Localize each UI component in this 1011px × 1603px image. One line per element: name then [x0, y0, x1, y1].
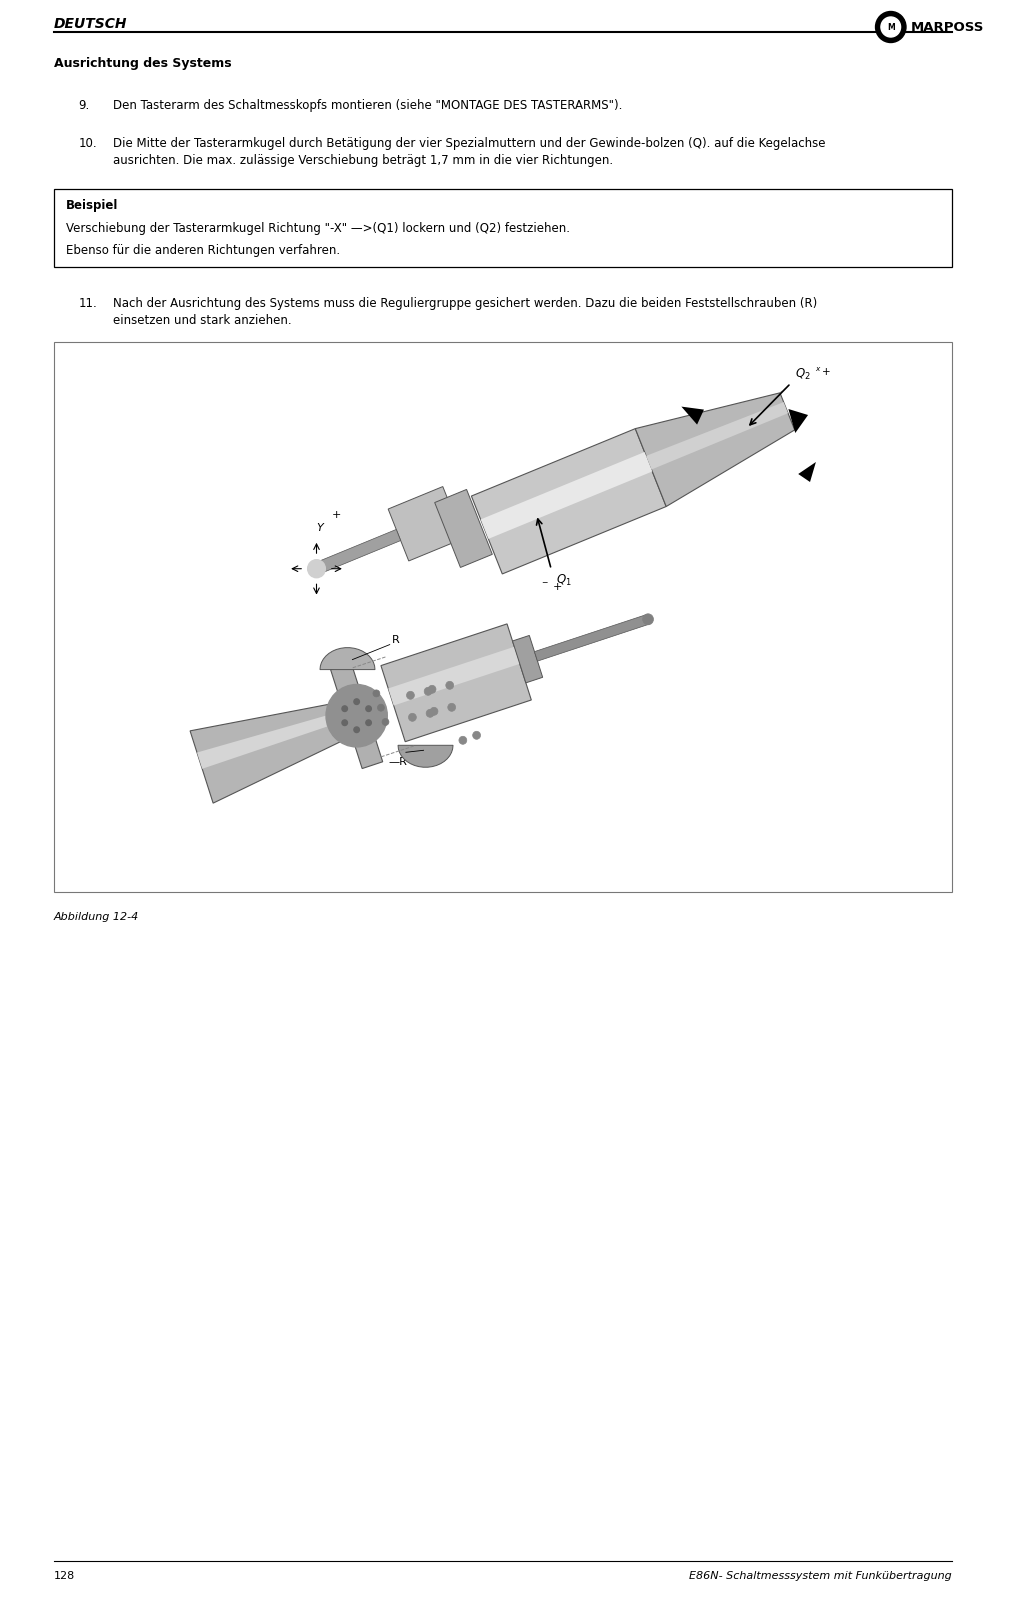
Circle shape	[459, 736, 467, 744]
Text: Den Tasterarm des Schaltmesskopfs montieren (siehe "MONTAGE DES TASTERARMS").: Den Tasterarm des Schaltmesskopfs montie…	[113, 99, 623, 112]
Circle shape	[326, 684, 387, 747]
Text: M: M	[887, 22, 895, 32]
Text: +: +	[332, 510, 342, 521]
Polygon shape	[314, 529, 400, 574]
Polygon shape	[381, 624, 532, 742]
Text: Nach der Ausrichtung des Systems muss die Reguliergruppe gesichert werden. Dazu : Nach der Ausrichtung des Systems muss di…	[113, 297, 817, 327]
Polygon shape	[789, 409, 808, 433]
Polygon shape	[190, 702, 352, 803]
Text: $^x+$: $^x+$	[816, 365, 832, 378]
Polygon shape	[388, 487, 463, 561]
FancyBboxPatch shape	[54, 189, 951, 268]
Text: $Q_1$: $Q_1$	[556, 572, 572, 588]
Polygon shape	[646, 402, 788, 470]
Polygon shape	[388, 646, 520, 705]
Text: $Q_2$: $Q_2$	[795, 367, 811, 382]
Circle shape	[425, 688, 432, 696]
Text: Ausrichtung des Systems: Ausrichtung des Systems	[54, 58, 232, 71]
Polygon shape	[197, 710, 347, 769]
Polygon shape	[435, 489, 492, 567]
Text: Verschiebung der Tasterarmkugel Richtung "-X" —>(Q1) lockern und (Q2) festziehen: Verschiebung der Tasterarmkugel Richtung…	[66, 221, 570, 236]
Polygon shape	[513, 635, 543, 683]
Polygon shape	[331, 664, 383, 768]
Text: Y: Y	[316, 523, 324, 534]
Text: $^-+$: $^-+$	[540, 582, 562, 593]
Text: Abbildung 12-4: Abbildung 12-4	[54, 912, 140, 922]
Circle shape	[377, 704, 384, 712]
Circle shape	[448, 704, 456, 712]
Circle shape	[427, 709, 434, 717]
Circle shape	[342, 705, 348, 712]
Polygon shape	[471, 428, 666, 574]
Text: —R: —R	[388, 757, 407, 768]
Text: Die Mitte der Tasterarmkugel durch Betätigung der vier Spezialmuttern und der Ge: Die Mitte der Tasterarmkugel durch Betät…	[113, 136, 825, 167]
Polygon shape	[398, 745, 453, 768]
Text: 128: 128	[54, 1571, 75, 1581]
Polygon shape	[480, 452, 652, 539]
Circle shape	[446, 681, 454, 689]
Text: 10.: 10.	[79, 136, 97, 151]
Circle shape	[473, 731, 480, 739]
FancyBboxPatch shape	[54, 341, 951, 891]
Text: :: :	[109, 199, 113, 212]
Circle shape	[643, 614, 653, 625]
Polygon shape	[635, 393, 795, 507]
Text: Beispiel: Beispiel	[66, 199, 118, 212]
Circle shape	[366, 705, 371, 712]
Text: Ebenso für die anderen Richtungen verfahren.: Ebenso für die anderen Richtungen verfah…	[66, 244, 340, 256]
Text: 11.: 11.	[79, 297, 97, 309]
Polygon shape	[681, 407, 704, 425]
Circle shape	[342, 720, 348, 726]
Text: E86N- Schaltmesssystem mit Funkübertragung: E86N- Schaltmesssystem mit Funkübertragu…	[688, 1571, 951, 1581]
Circle shape	[876, 11, 906, 43]
Text: MARPOSS: MARPOSS	[911, 21, 985, 34]
Circle shape	[354, 699, 359, 704]
Circle shape	[406, 691, 415, 699]
Text: DEUTSCH: DEUTSCH	[54, 18, 127, 30]
Polygon shape	[535, 614, 650, 660]
Circle shape	[366, 720, 371, 726]
Circle shape	[428, 686, 436, 694]
Circle shape	[354, 726, 359, 733]
Circle shape	[382, 718, 389, 726]
Polygon shape	[320, 648, 375, 670]
Circle shape	[881, 18, 901, 37]
Circle shape	[373, 689, 380, 697]
Polygon shape	[799, 462, 816, 483]
Circle shape	[408, 713, 417, 721]
Circle shape	[307, 559, 326, 577]
Circle shape	[430, 707, 438, 715]
Text: R: R	[391, 635, 399, 644]
Text: 9.: 9.	[79, 99, 90, 112]
